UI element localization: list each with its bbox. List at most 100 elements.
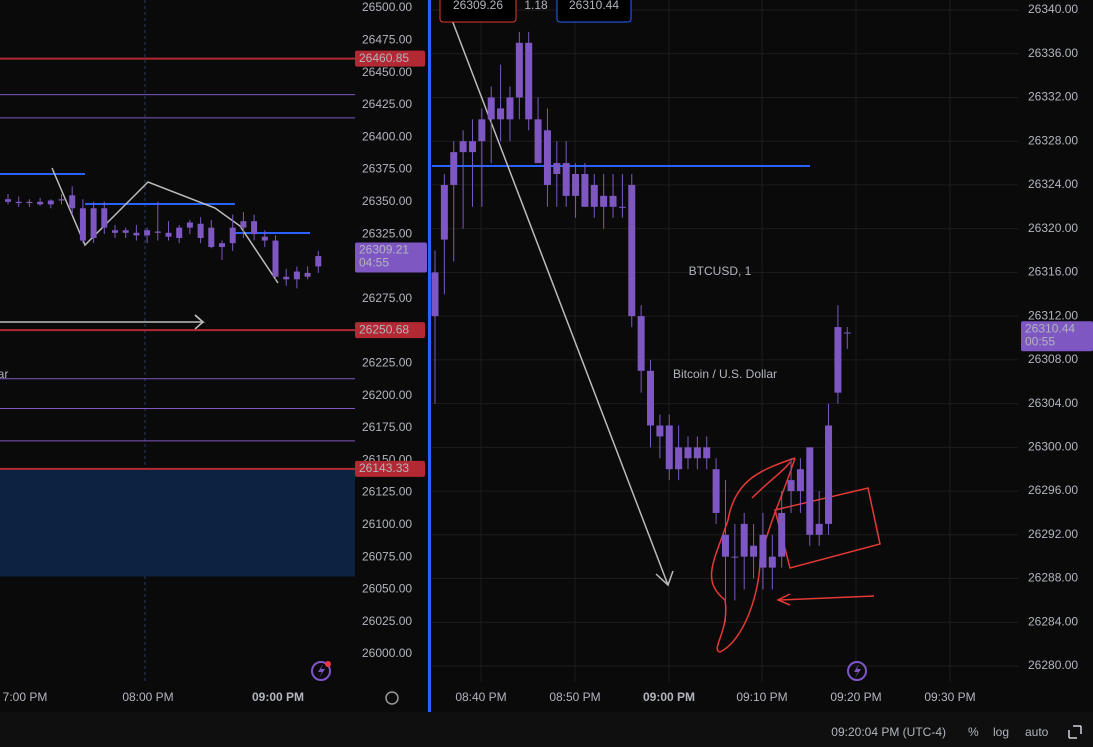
y-tick-label: 26100.00 [362,517,412,531]
y-tick-label: 26350.00 [362,194,412,208]
candle-body [843,332,851,334]
candle-body [778,512,786,557]
candle-body [721,534,729,557]
candle-body [450,152,458,185]
candle-body [440,184,448,240]
sell-button[interactable] [439,0,517,23]
alert-icon[interactable] [847,661,867,681]
candle-body [693,447,701,459]
candle-body [229,227,236,244]
candle-body [79,208,86,241]
candle-body [825,425,833,524]
drawing [779,595,875,601]
y-tick-label: 26340.00 [1028,2,1078,16]
candle-body [112,230,118,233]
candle-body [834,327,842,393]
candle-body [740,523,748,557]
y-tick-label: 26400.00 [362,129,412,143]
candle-body [618,206,626,208]
sell-price: 26309.26 [453,0,503,12]
zone [0,468,355,577]
percent-toggle[interactable]: % [968,725,979,739]
y-tick-label: 26325.00 [362,226,412,240]
countdown: 04:55 [359,256,389,270]
candle-body [581,174,589,207]
candle-body [553,163,561,174]
y-tick-label: 26308.00 [1028,352,1078,366]
y-tick-label: 26275.00 [362,291,412,305]
candle-body [468,141,476,153]
candle-body [815,523,823,535]
time-label: 09:00 PM [252,690,304,704]
auto-toggle[interactable]: auto [1025,725,1049,739]
time-label: 08:40 PM [455,690,506,704]
price-tag-label: 26143.33 [359,461,409,475]
candle-body [787,480,795,492]
candle-body [768,556,776,568]
y-tick-label: 26324.00 [1028,177,1078,191]
candle-body [806,447,814,535]
price-tag-label: 26309.21 [359,243,409,257]
candle-body [431,272,439,317]
candle-body [487,97,495,120]
status-bar [0,712,1093,747]
candle-body [15,201,22,204]
y-tick-label: 26280.00 [1028,658,1078,672]
candle-body [315,256,322,267]
candle-body [90,208,97,238]
y-tick-label: 26316.00 [1028,265,1078,279]
candle-body [515,42,523,98]
candle-body [534,119,542,164]
candle-body [497,108,505,120]
y-tick-label: 26475.00 [362,32,412,46]
drawing [776,593,791,606]
candle-body [759,534,767,568]
candle-body [251,221,258,235]
candle-body [796,469,804,492]
price-tag [1021,321,1093,352]
log-toggle[interactable]: log [993,725,1009,739]
drawing [194,314,205,330]
y-tick-label: 26500.00 [362,0,412,14]
y-tick-label: 26050.00 [362,582,412,596]
candle-body [197,223,204,238]
y-tick-label: 26075.00 [362,549,412,563]
candle-body [665,425,673,470]
y-tick-label: 26375.00 [362,162,412,176]
candle-body [272,240,279,277]
candle-body [176,227,183,238]
drawing [655,570,674,587]
candle-body [590,184,598,207]
alert-icon[interactable] [311,661,331,681]
settings-icon[interactable] [385,691,399,705]
price-tag [355,460,425,477]
candle-body [283,276,290,280]
candle-body [675,447,683,470]
buy-button[interactable] [556,0,632,23]
candle-body [122,230,129,233]
y-tick-label: 26125.00 [362,485,412,499]
price-tag [355,322,425,339]
candle-body [47,200,54,205]
candle-body [5,199,11,202]
candle-body [543,130,551,185]
y-tick-label: 26284.00 [1028,614,1078,628]
price-tag-label: 26460.85 [359,51,409,65]
y-tick-label: 26292.00 [1028,527,1078,541]
fullscreen-icon[interactable] [1068,725,1082,739]
buy-price: 26310.44 [569,0,619,12]
y-tick-label: 26304.00 [1028,396,1078,410]
candle-body [144,230,151,236]
time-label: 09:00 PM [643,690,695,704]
countdown: 00:55 [1025,334,1055,348]
candle-body [165,232,172,237]
y-tick-label: 26425.00 [362,97,412,111]
candle-body [712,469,720,513]
candle-body [69,195,76,209]
alert-dot [325,661,331,667]
candle-body [525,42,533,120]
y-tick-label: 26332.00 [1028,90,1078,104]
y-tick-label: 26300.00 [1028,440,1078,454]
